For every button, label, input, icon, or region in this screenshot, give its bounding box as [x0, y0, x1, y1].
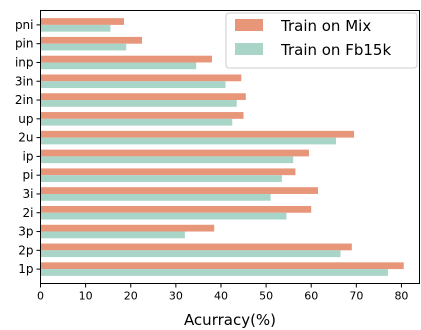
bar-pni-fb15k: [40, 24, 111, 32]
bar-inp-fb15k: [40, 62, 197, 70]
y-tick-label-pni: pni: [15, 18, 34, 32]
y-tick-label-pin: pin: [15, 37, 34, 51]
x-tick-label-20: 20: [124, 290, 138, 303]
legend-swatch-mix: [235, 19, 263, 31]
bar-2p-fb15k: [40, 250, 341, 258]
bar-pin-fb15k: [40, 43, 127, 51]
bar-up-fb15k: [40, 118, 233, 126]
bar-2u-mix: [40, 130, 355, 138]
bar-3in-mix: [40, 74, 242, 82]
y-tick-label-3i: 3i: [23, 187, 34, 201]
bar-2u-fb15k: [40, 137, 337, 145]
x-tick-label-30: 30: [169, 290, 183, 303]
bar-3i-fb15k: [40, 193, 271, 201]
bar-3p-fb15k: [40, 231, 185, 239]
bar-3in-fb15k: [40, 81, 226, 89]
legend-swatch-fb15k: [235, 43, 263, 55]
x-tick-label-60: 60: [304, 290, 318, 303]
bar-3p-mix: [40, 224, 215, 232]
x-tick-label-70: 70: [349, 290, 363, 303]
bars-group: [40, 18, 404, 276]
x-axis-title: Acurracy(%): [184, 311, 276, 329]
bar-pin-mix: [40, 36, 143, 44]
bar-2i-mix: [40, 205, 312, 213]
y-tick-label-1p: 1p: [18, 262, 33, 276]
y-tick-label-2p: 2p: [18, 243, 33, 257]
bar-1p-fb15k: [40, 269, 388, 276]
bar-2in-fb15k: [40, 100, 237, 107]
axes-frame: [40, 10, 420, 284]
bar-up-mix: [40, 112, 244, 119]
x-axis: 0 10 20 30 40 50 60 70 80: [37, 283, 408, 303]
y-tick-label-3p: 3p: [18, 225, 33, 239]
y-tick-label-ip: ip: [23, 149, 34, 163]
y-tick-label-pi: pi: [23, 168, 34, 182]
y-tick-label-up: up: [18, 112, 33, 126]
legend-label-mix: Train on Mix: [280, 17, 371, 35]
bar-2in-mix: [40, 93, 246, 101]
bar-pni-mix: [40, 18, 124, 25]
bar-pi-mix: [40, 168, 296, 176]
bar-inp-mix: [40, 55, 212, 63]
bar-1p-mix: [40, 262, 404, 270]
x-tick-label-40: 40: [214, 290, 228, 303]
x-tick-label-50: 50: [259, 290, 273, 303]
x-tick-label-0: 0: [37, 290, 44, 303]
y-tick-label-inp: inp: [15, 55, 34, 69]
y-tick-label-2in: 2in: [15, 93, 34, 107]
bar-pi-fb15k: [40, 175, 282, 182]
legend-label-fb15k: Train on Fb15k: [280, 41, 391, 59]
x-tick-label-10: 10: [79, 290, 93, 303]
bar-2p-mix: [40, 243, 352, 251]
bar-3i-mix: [40, 187, 318, 194]
y-axis: pni pin inp 3in 2in up 2u ip pi 3i 2i 3p 2p 1p: [15, 18, 41, 276]
bar-2i-fb15k: [40, 212, 287, 220]
bar-ip-mix: [40, 149, 309, 157]
y-tick-label-2i: 2i: [23, 206, 34, 220]
legend-box: [225, 12, 418, 69]
y-tick-label-2u: 2u: [18, 131, 33, 145]
bar-ip-fb15k: [40, 156, 294, 164]
y-tick-label-3in: 3in: [15, 74, 34, 88]
x-tick-label-80: 80: [394, 290, 408, 303]
legend: Train on Mix Train on Fb15k: [225, 12, 418, 69]
